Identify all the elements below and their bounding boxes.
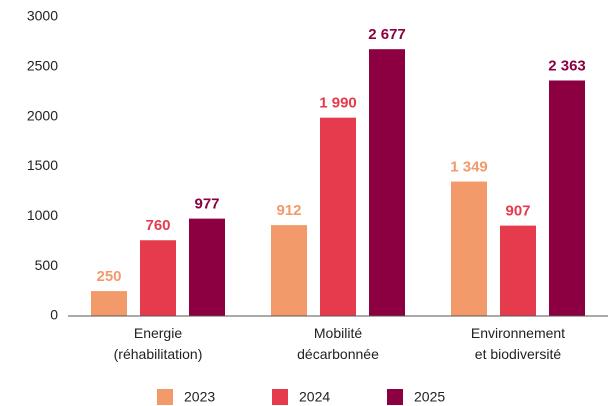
x-tick-line: Environnement	[471, 325, 565, 341]
bar	[451, 181, 487, 316]
value-label: 760	[145, 217, 170, 234]
value-label: 907	[505, 203, 530, 220]
x-tick-line: décarbonnée	[297, 346, 379, 362]
legend-swatch	[387, 389, 403, 405]
value-label: 2 363	[548, 57, 586, 74]
bar	[140, 240, 176, 316]
bar	[91, 291, 127, 316]
legend-swatch	[272, 389, 288, 405]
value-label: 1 990	[319, 95, 357, 112]
value-label: 977	[194, 196, 219, 213]
y-tick-label: 2000	[27, 107, 58, 123]
value-label: 2 677	[368, 26, 406, 43]
y-tick-label: 0	[50, 307, 58, 323]
legend-swatch	[157, 389, 173, 405]
bar	[320, 117, 356, 316]
y-tick-label: 500	[35, 257, 59, 273]
x-tick-line: (réhabilitation)	[114, 346, 203, 362]
y-tick-label: 2500	[27, 58, 58, 74]
y-tick-label: 1500	[27, 157, 58, 173]
bar	[549, 80, 585, 316]
x-tick-line: Energie	[134, 325, 182, 341]
y-tick-label: 3000	[27, 8, 58, 24]
bar	[369, 49, 405, 317]
x-tick-line: et biodiversité	[475, 346, 562, 362]
legend-label: 2023	[184, 389, 215, 405]
legend-label: 2024	[299, 389, 330, 405]
bar	[500, 225, 536, 316]
bar	[189, 218, 225, 316]
x-tick-label: Mobilité décarbonnée	[297, 325, 379, 362]
x-tick-label: Environnement et biodiversité	[471, 325, 565, 362]
y-tick-label: 1000	[27, 207, 58, 223]
value-label: 1 349	[450, 159, 488, 176]
x-tick-label: Energie (réhabilitation)	[114, 325, 203, 362]
value-label: 250	[96, 268, 121, 285]
bar	[271, 225, 307, 316]
value-label: 912	[276, 202, 301, 219]
x-tick-line: Mobilité	[314, 325, 362, 341]
legend-label: 2025	[414, 389, 445, 405]
